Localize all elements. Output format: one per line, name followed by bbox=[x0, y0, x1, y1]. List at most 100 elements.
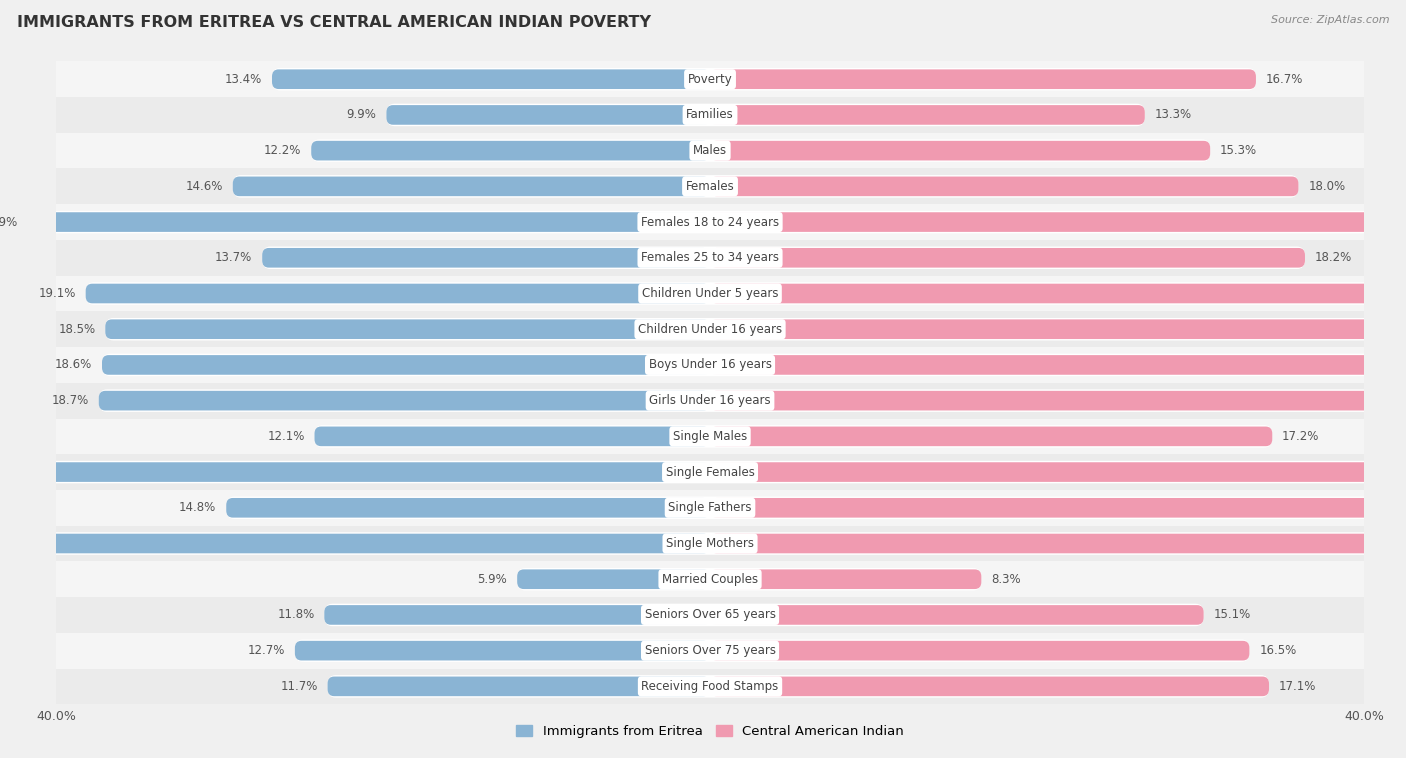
FancyBboxPatch shape bbox=[226, 498, 710, 518]
FancyBboxPatch shape bbox=[98, 391, 710, 411]
Text: 18.5%: 18.5% bbox=[58, 323, 96, 336]
FancyBboxPatch shape bbox=[710, 569, 981, 589]
FancyBboxPatch shape bbox=[710, 534, 1406, 553]
FancyBboxPatch shape bbox=[0, 532, 1406, 555]
Text: 14.6%: 14.6% bbox=[186, 180, 224, 193]
FancyBboxPatch shape bbox=[0, 534, 710, 553]
FancyBboxPatch shape bbox=[315, 427, 710, 446]
Bar bbox=[56, 204, 1364, 240]
Text: Boys Under 16 years: Boys Under 16 years bbox=[648, 359, 772, 371]
Bar bbox=[56, 490, 1364, 525]
FancyBboxPatch shape bbox=[0, 461, 1406, 484]
FancyBboxPatch shape bbox=[710, 391, 1406, 411]
Bar bbox=[56, 562, 1364, 597]
Text: Females 25 to 34 years: Females 25 to 34 years bbox=[641, 252, 779, 265]
Text: Receiving Food Stamps: Receiving Food Stamps bbox=[641, 680, 779, 693]
FancyBboxPatch shape bbox=[226, 496, 1406, 519]
Text: 20.9%: 20.9% bbox=[0, 215, 17, 229]
FancyBboxPatch shape bbox=[315, 425, 1272, 448]
Bar bbox=[56, 312, 1364, 347]
FancyBboxPatch shape bbox=[328, 677, 710, 696]
FancyBboxPatch shape bbox=[517, 568, 981, 590]
FancyBboxPatch shape bbox=[271, 70, 710, 89]
FancyBboxPatch shape bbox=[311, 139, 1211, 162]
Text: 12.7%: 12.7% bbox=[247, 644, 285, 657]
Text: Females: Females bbox=[686, 180, 734, 193]
Text: IMMIGRANTS FROM ERITREA VS CENTRAL AMERICAN INDIAN POVERTY: IMMIGRANTS FROM ERITREA VS CENTRAL AMERI… bbox=[17, 15, 651, 30]
Text: Girls Under 16 years: Girls Under 16 years bbox=[650, 394, 770, 407]
FancyBboxPatch shape bbox=[710, 677, 1270, 696]
Text: 11.8%: 11.8% bbox=[277, 609, 315, 622]
Bar bbox=[56, 61, 1364, 97]
Text: Seniors Over 65 years: Seniors Over 65 years bbox=[644, 609, 776, 622]
Bar bbox=[56, 276, 1364, 312]
Text: 15.1%: 15.1% bbox=[1213, 609, 1251, 622]
FancyBboxPatch shape bbox=[98, 390, 1406, 412]
FancyBboxPatch shape bbox=[325, 603, 1204, 626]
Text: 18.2%: 18.2% bbox=[1315, 252, 1353, 265]
Bar bbox=[56, 454, 1364, 490]
FancyBboxPatch shape bbox=[710, 141, 1211, 161]
Text: 18.0%: 18.0% bbox=[1308, 180, 1346, 193]
Text: 17.1%: 17.1% bbox=[1279, 680, 1316, 693]
Text: Single Males: Single Males bbox=[673, 430, 747, 443]
Bar bbox=[56, 633, 1364, 669]
Text: 16.5%: 16.5% bbox=[1260, 644, 1296, 657]
FancyBboxPatch shape bbox=[103, 354, 1406, 376]
Text: 13.7%: 13.7% bbox=[215, 252, 253, 265]
FancyBboxPatch shape bbox=[233, 175, 1299, 198]
Text: Children Under 16 years: Children Under 16 years bbox=[638, 323, 782, 336]
Text: Single Mothers: Single Mothers bbox=[666, 537, 754, 550]
FancyBboxPatch shape bbox=[710, 70, 1256, 89]
FancyBboxPatch shape bbox=[86, 282, 1406, 305]
FancyBboxPatch shape bbox=[105, 319, 710, 339]
Text: 5.9%: 5.9% bbox=[478, 573, 508, 586]
FancyBboxPatch shape bbox=[325, 605, 710, 625]
FancyBboxPatch shape bbox=[295, 641, 710, 660]
Bar bbox=[56, 97, 1364, 133]
Bar bbox=[56, 383, 1364, 418]
Bar bbox=[56, 597, 1364, 633]
FancyBboxPatch shape bbox=[233, 177, 710, 196]
FancyBboxPatch shape bbox=[710, 319, 1406, 339]
FancyBboxPatch shape bbox=[262, 246, 1305, 269]
FancyBboxPatch shape bbox=[103, 355, 710, 374]
Text: Females 18 to 24 years: Females 18 to 24 years bbox=[641, 215, 779, 229]
Text: Males: Males bbox=[693, 144, 727, 157]
FancyBboxPatch shape bbox=[710, 177, 1299, 196]
Text: 13.4%: 13.4% bbox=[225, 73, 262, 86]
Text: 13.3%: 13.3% bbox=[1154, 108, 1192, 121]
FancyBboxPatch shape bbox=[710, 462, 1406, 482]
FancyBboxPatch shape bbox=[271, 68, 1256, 90]
Bar bbox=[56, 168, 1364, 204]
FancyBboxPatch shape bbox=[262, 248, 710, 268]
Text: Poverty: Poverty bbox=[688, 73, 733, 86]
Bar bbox=[56, 418, 1364, 454]
Text: Families: Families bbox=[686, 108, 734, 121]
Text: Seniors Over 75 years: Seniors Over 75 years bbox=[644, 644, 776, 657]
Bar bbox=[56, 347, 1364, 383]
FancyBboxPatch shape bbox=[710, 248, 1305, 268]
FancyBboxPatch shape bbox=[0, 462, 710, 482]
FancyBboxPatch shape bbox=[86, 283, 710, 303]
FancyBboxPatch shape bbox=[710, 498, 1406, 518]
FancyBboxPatch shape bbox=[295, 640, 1250, 662]
FancyBboxPatch shape bbox=[387, 105, 710, 125]
Text: 11.7%: 11.7% bbox=[280, 680, 318, 693]
FancyBboxPatch shape bbox=[710, 605, 1204, 625]
Bar bbox=[56, 240, 1364, 276]
Text: 18.6%: 18.6% bbox=[55, 359, 93, 371]
FancyBboxPatch shape bbox=[387, 104, 1144, 126]
Text: 16.7%: 16.7% bbox=[1265, 73, 1303, 86]
FancyBboxPatch shape bbox=[311, 141, 710, 161]
Text: Single Fathers: Single Fathers bbox=[668, 501, 752, 514]
Text: 8.3%: 8.3% bbox=[991, 573, 1021, 586]
Text: 12.2%: 12.2% bbox=[264, 144, 301, 157]
FancyBboxPatch shape bbox=[105, 318, 1406, 340]
FancyBboxPatch shape bbox=[710, 427, 1272, 446]
Text: 19.1%: 19.1% bbox=[38, 287, 76, 300]
Text: Single Females: Single Females bbox=[665, 465, 755, 478]
Text: Children Under 5 years: Children Under 5 years bbox=[641, 287, 779, 300]
Text: Source: ZipAtlas.com: Source: ZipAtlas.com bbox=[1271, 15, 1389, 25]
FancyBboxPatch shape bbox=[710, 105, 1144, 125]
